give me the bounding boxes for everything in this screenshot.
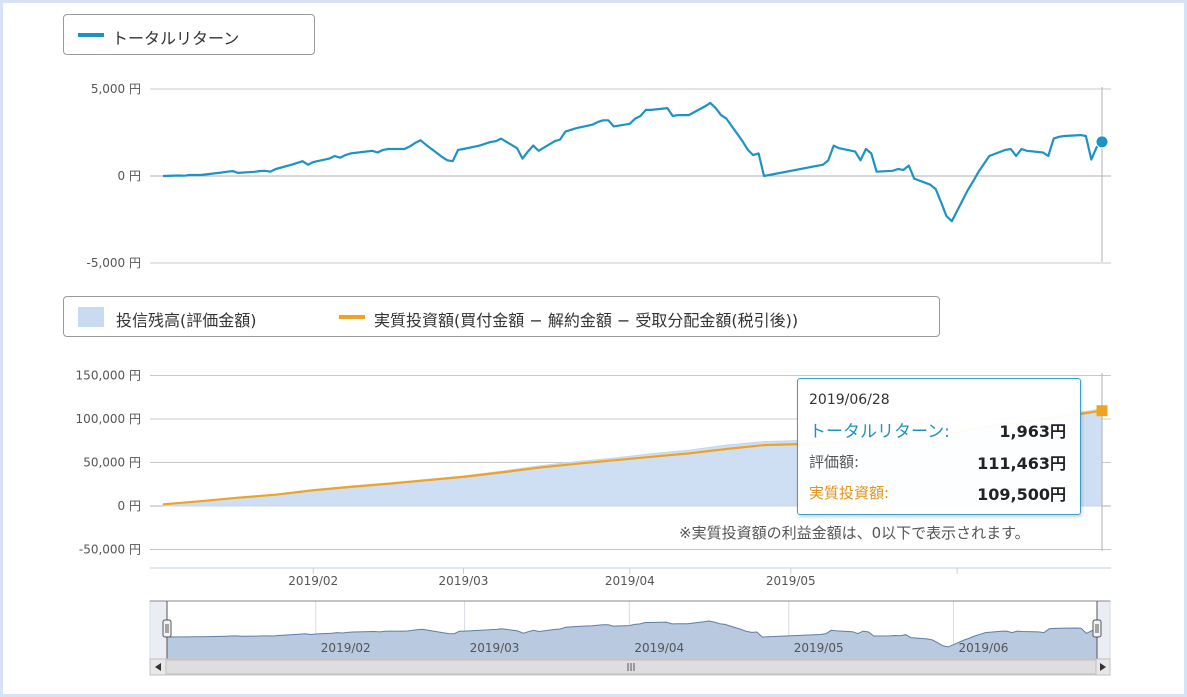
triangle-left-icon <box>155 663 161 671</box>
tooltip-investment-value: 109,500円 <box>977 485 1066 504</box>
asset-legend[interactable]: 投信残高(評価金額) 実質投資額(買付金額 − 解約金額 − 受取分配金額(税引… <box>63 296 940 337</box>
return-hover-marker[interactable] <box>1095 135 1109 149</box>
valuation-legend-swatch <box>78 307 104 327</box>
return-y-tick-labels: 5,000 円 0 円 -5,000 円 <box>87 82 142 270</box>
navigator-series-area <box>166 620 1098 660</box>
return-y-axis-grid <box>150 88 1111 264</box>
hover-tooltip: 2019/06/28 トータルリターン: 1,963円 評価額: 111,463… <box>797 378 1081 515</box>
return-y-tick-label: 0 円 <box>118 169 141 183</box>
tooltip-investment-label: 実質投資額: <box>809 484 890 502</box>
asset-y-tick-label: 0 円 <box>118 499 141 513</box>
tooltip-row-return: トータルリターン: 1,963円 <box>809 416 1066 442</box>
investment-legend-label: 実質投資額(買付金額 − 解約金額 − 受取分配金額(税引後)) <box>374 311 799 330</box>
triangle-right-icon <box>1100 663 1106 671</box>
tooltip-return-label: トータルリターン: <box>809 422 950 442</box>
tooltip-date: 2019/06/28 <box>809 392 890 408</box>
navigator-left-handle[interactable] <box>162 601 172 659</box>
valuation-legend-label: 投信残高(評価金額) <box>116 311 257 330</box>
investment-note: ※実質投資額の利益金額は、0以下で表示されます。 <box>679 524 1030 542</box>
navigator-scrollbar[interactable] <box>149 658 1111 676</box>
investment-hover-marker[interactable] <box>1096 405 1108 417</box>
return-series-line <box>162 101 1103 223</box>
tooltip-row-valuation: 評価額: 111,463円 <box>809 448 1066 473</box>
tooltip-valuation-value: 111,463円 <box>977 454 1066 473</box>
navigator-right-mask <box>1097 601 1110 659</box>
navigator-labels: 2019/02 2019/03 2019/04 2019/05 2019/06 <box>321 641 1009 655</box>
x-axis-tick-label: 2019/02 <box>288 574 338 588</box>
x-axis-tick-label: 2019/03 <box>439 574 489 588</box>
scrollbar-grip-icon <box>627 663 635 671</box>
return-y-tick-label: -5,000 円 <box>87 256 142 270</box>
tooltip-return-value: 1,963円 <box>999 422 1066 441</box>
x-axis-tick-label: 2019/04 <box>605 574 655 588</box>
tooltip-row-investment: 実質投資額: 109,500円 <box>809 479 1066 504</box>
tooltip-valuation-label: 評価額: <box>809 453 860 471</box>
navigator-right-handle[interactable] <box>1092 601 1102 659</box>
navigator: 2019/02 2019/03 2019/04 2019/05 2019/06 <box>149 600 1111 660</box>
x-axis-ticks <box>312 568 958 574</box>
asset-y-tick-label: 100,000 円 <box>76 412 141 426</box>
return-legend-label: トータルリターン <box>112 29 240 48</box>
asset-y-tick-label: 150,000 円 <box>76 369 141 383</box>
navigator-label: 2019/03 <box>470 641 520 655</box>
navigator-label: 2019/02 <box>321 641 371 655</box>
asset-y-tick-label: -50,000 円 <box>79 543 141 557</box>
return-legend[interactable]: トータルリターン <box>63 14 315 55</box>
asset-y-tick-labels: 150,000 円 100,000 円 50,000 円 0 円 -50,000 円 <box>76 369 141 557</box>
return-legend-swatch <box>78 33 104 37</box>
navigator-label: 2019/04 <box>634 641 684 655</box>
return-y-tick-label: 5,000 円 <box>91 82 141 96</box>
x-axis-tick-label: 2019/05 <box>766 574 816 588</box>
asset-y-tick-label: 50,000 円 <box>83 456 141 470</box>
navigator-label: 2019/05 <box>794 641 844 655</box>
x-axis-tick-labels: 2019/02 2019/03 2019/04 2019/05 <box>288 574 815 588</box>
navigator-label: 2019/06 <box>959 641 1009 655</box>
investment-legend-swatch <box>339 315 365 319</box>
navigator-left-mask <box>150 601 167 659</box>
charts-svg: 5,000 円 0 円 -5,000 円 150,000 円 100,000 円 50,… <box>76 82 1111 676</box>
